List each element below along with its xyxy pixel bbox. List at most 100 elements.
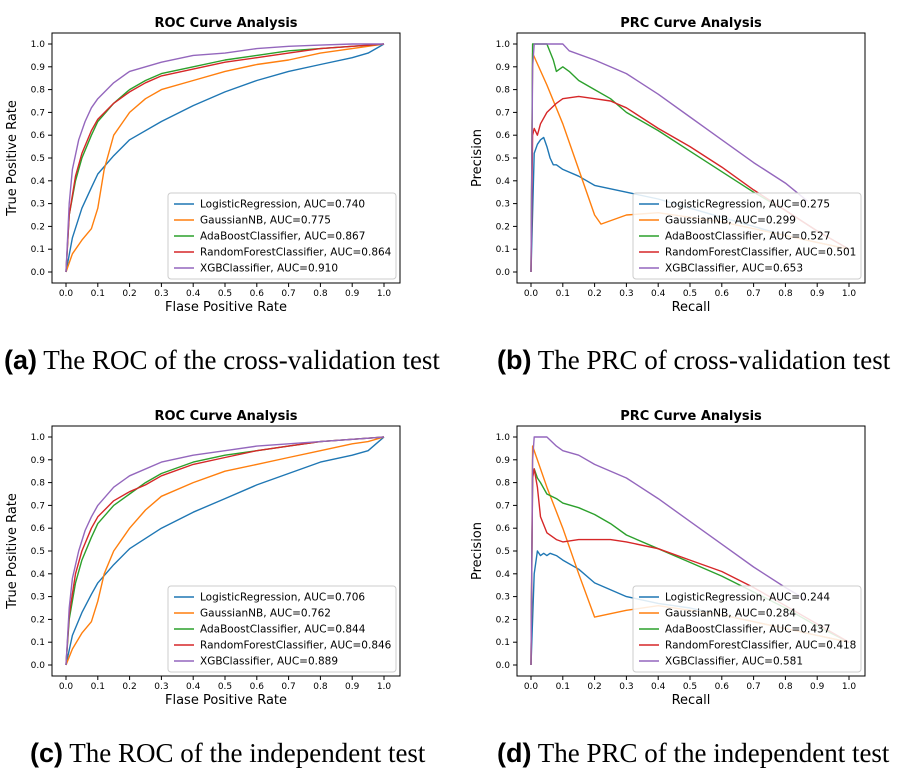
- y-tick-label: 0.6: [31, 524, 46, 534]
- y-tick-label: 0.4: [496, 570, 511, 580]
- y-tick-label: 0.4: [496, 177, 511, 187]
- legend-box: [632, 585, 862, 673]
- legend-box: [167, 192, 397, 280]
- chart-title: PRC Curve Analysis: [620, 16, 762, 31]
- y-tick-label: 0.7: [31, 108, 45, 118]
- y-tick-label: 0.6: [31, 131, 46, 141]
- legend-label-randomforestclassifier: RandomForestClassifier, AUC=0.418: [665, 640, 856, 652]
- chart-panel-b: PRC Curve Analysis 0.0 0.0 0.1 0.1 0.2 0.2 0.3 0…: [465, 0, 885, 330]
- y-tick-label: 0.4: [31, 570, 46, 580]
- series-line-randomforestclassifier: [65, 436, 385, 666]
- series-line-gaussiannb: [65, 43, 385, 273]
- caption-label: (c): [30, 738, 63, 768]
- x-tick-label: 0.3: [619, 289, 633, 299]
- y-tick-label: 0.1: [31, 638, 45, 648]
- legend-box: [167, 585, 397, 673]
- y-axis-label: Precision: [470, 522, 485, 580]
- caption-text: The PRC of the independent test: [537, 738, 890, 768]
- y-tick-label: 0.8: [31, 479, 46, 489]
- legend-label-logisticregression: LogisticRegression, AUC=0.244: [665, 592, 830, 604]
- y-tick-label: 0.9: [496, 63, 511, 73]
- y-axis-label: Precision: [470, 129, 485, 187]
- y-tick-label: 0.5: [496, 547, 510, 557]
- y-tick-label: 0.9: [496, 456, 511, 466]
- caption-text: The ROC of the independent test: [69, 738, 426, 768]
- legend-box: [632, 192, 862, 280]
- x-tick-label: 1.0: [377, 682, 392, 692]
- x-tick-label: 0.0: [524, 682, 539, 692]
- x-tick-label: 0.3: [154, 289, 168, 299]
- x-tick-label: 0.7: [281, 682, 295, 692]
- x-tick-label: 0.4: [186, 289, 201, 299]
- caption-label: (a): [4, 345, 37, 375]
- x-axis-label: Flase Positive Rate: [165, 300, 287, 315]
- y-tick-label: 0.8: [496, 86, 511, 96]
- roc-chart-independent: ROC Curve Analysis 0.0 0.0 0.1 0.1 0.2 0.2 0.3 0…: [5, 409, 401, 708]
- x-tick-label: 0.0: [59, 289, 74, 299]
- y-tick-label: 0.1: [496, 638, 510, 648]
- x-tick-label: 0.4: [651, 289, 666, 299]
- legend-label-gaussiannb: GaussianNB, AUC=0.775: [200, 215, 331, 227]
- x-tick-label: 0.5: [218, 289, 232, 299]
- legend-label-xgbclassifier: XGBClassifier, AUC=0.910: [200, 263, 338, 275]
- chart-panel-c: ROC Curve Analysis 0.0 0.0 0.1 0.1 0.2 0.2 0.3 0…: [0, 393, 420, 723]
- series-line-adaboostclassifier: [65, 43, 385, 273]
- y-tick-label: 0.1: [496, 245, 510, 255]
- legend-label-logisticregression: LogisticRegression, AUC=0.740: [200, 199, 365, 211]
- x-tick-label: 0.9: [345, 682, 360, 692]
- x-tick-label: 0.4: [651, 682, 666, 692]
- y-tick-label: 0.4: [31, 177, 46, 187]
- x-tick-label: 0.4: [186, 682, 201, 692]
- x-tick-label: 0.5: [683, 682, 697, 692]
- x-tick-label: 0.1: [556, 289, 570, 299]
- x-tick-label: 0.7: [746, 682, 760, 692]
- x-tick-label: 0.3: [619, 682, 633, 692]
- x-tick-label: 0.1: [556, 682, 570, 692]
- y-tick-label: 0.3: [31, 200, 45, 210]
- series-line-randomforestclassifier: [530, 95, 850, 273]
- y-axis-label: True Positive Rate: [5, 493, 20, 610]
- caption-c: (c) The ROC of the independent test: [30, 738, 425, 769]
- prc-chart-independent: PRC Curve Analysis 0.0 0.0 0.1 0.1 0.2 0.2 0.3 0…: [470, 409, 866, 708]
- series-line-xgbclassifier: [530, 43, 809, 273]
- y-tick-label: 0.7: [496, 501, 510, 511]
- legend-label-gaussiannb: GaussianNB, AUC=0.762: [200, 608, 331, 620]
- series-line-gaussiannb: [65, 436, 385, 666]
- y-tick-label: 1.0: [31, 433, 46, 443]
- y-tick-label: 0.3: [496, 200, 510, 210]
- y-tick-label: 0.2: [496, 615, 510, 625]
- y-tick-label: 0.7: [31, 501, 45, 511]
- x-tick-label: 0.1: [91, 289, 105, 299]
- x-tick-label: 0.9: [345, 289, 360, 299]
- x-tick-label: 0.9: [810, 289, 825, 299]
- legend-label-xgbclassifier: XGBClassifier, AUC=0.581: [665, 656, 803, 668]
- caption-label: (b): [497, 345, 532, 375]
- series-line-logisticregression: [65, 436, 385, 666]
- x-tick-label: 0.5: [218, 682, 232, 692]
- x-tick-label: 0.8: [778, 682, 793, 692]
- x-tick-label: 0.8: [778, 289, 793, 299]
- series-line-logisticregression: [65, 43, 385, 273]
- y-tick-label: 0.5: [496, 154, 510, 164]
- series-line-randomforestclassifier: [65, 43, 385, 273]
- y-tick-label: 1.0: [496, 433, 511, 443]
- chart-title: ROC Curve Analysis: [154, 16, 297, 31]
- y-tick-label: 0.9: [31, 63, 46, 73]
- legend-label-gaussiannb: GaussianNB, AUC=0.299: [665, 215, 796, 227]
- y-tick-label: 0.0: [31, 661, 46, 671]
- y-tick-label: 0.5: [31, 154, 45, 164]
- x-tick-label: 0.6: [715, 289, 730, 299]
- x-tick-label: 0.6: [250, 289, 265, 299]
- x-tick-label: 0.0: [59, 682, 74, 692]
- chart-panel-d: PRC Curve Analysis 0.0 0.0 0.1 0.1 0.2 0.2 0.3 0…: [465, 393, 885, 723]
- x-tick-label: 0.6: [715, 682, 730, 692]
- prc-chart-cross-validation: PRC Curve Analysis 0.0 0.0 0.1 0.1 0.2 0.2 0.3 0…: [470, 16, 866, 315]
- x-tick-label: 0.8: [313, 682, 328, 692]
- chart-title: ROC Curve Analysis: [154, 409, 297, 424]
- x-tick-label: 0.9: [810, 682, 825, 692]
- y-tick-label: 1.0: [31, 40, 46, 50]
- y-tick-label: 0.0: [496, 268, 511, 278]
- x-tick-label: 0.1: [91, 682, 105, 692]
- y-tick-label: 0.8: [31, 86, 46, 96]
- x-tick-label: 0.3: [154, 682, 168, 692]
